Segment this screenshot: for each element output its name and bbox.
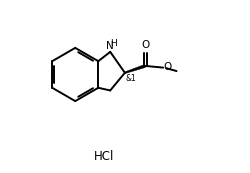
Text: O: O (141, 40, 149, 50)
Text: O: O (164, 62, 172, 72)
Polygon shape (124, 65, 146, 74)
Text: &1: &1 (126, 75, 136, 84)
Text: H: H (110, 39, 116, 48)
Text: N: N (106, 41, 113, 51)
Text: HCl: HCl (94, 150, 114, 163)
